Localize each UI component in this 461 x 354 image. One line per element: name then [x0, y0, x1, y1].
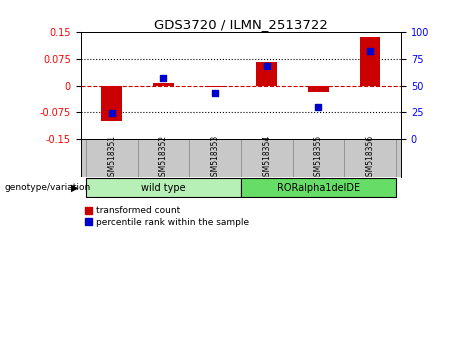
Bar: [360, 37, 380, 86]
Point: [366, 48, 374, 54]
Text: GSM518355: GSM518355: [314, 135, 323, 181]
Text: GSM518356: GSM518356: [366, 135, 375, 181]
Bar: [308, 86, 329, 92]
Legend: transformed count, percentile rank within the sample: transformed count, percentile rank withi…: [85, 206, 249, 227]
Text: GSM518354: GSM518354: [262, 135, 271, 181]
Text: ▶: ▶: [71, 183, 79, 193]
Text: wild type: wild type: [141, 183, 186, 193]
Title: GDS3720 / ILMN_2513722: GDS3720 / ILMN_2513722: [154, 18, 328, 31]
Bar: [101, 86, 122, 121]
Text: RORalpha1delDE: RORalpha1delDE: [277, 183, 360, 193]
Bar: [241, 178, 396, 197]
Bar: [86, 178, 241, 197]
Point: [108, 110, 115, 116]
Point: [263, 63, 271, 69]
Bar: [256, 62, 277, 86]
Point: [211, 90, 219, 96]
Point: [160, 75, 167, 81]
Text: GSM518352: GSM518352: [159, 135, 168, 181]
Text: GSM518353: GSM518353: [211, 135, 219, 181]
Point: [315, 104, 322, 110]
Bar: [205, 86, 225, 87]
Text: GSM518351: GSM518351: [107, 135, 116, 181]
Bar: [153, 83, 174, 86]
Text: genotype/variation: genotype/variation: [5, 183, 91, 192]
